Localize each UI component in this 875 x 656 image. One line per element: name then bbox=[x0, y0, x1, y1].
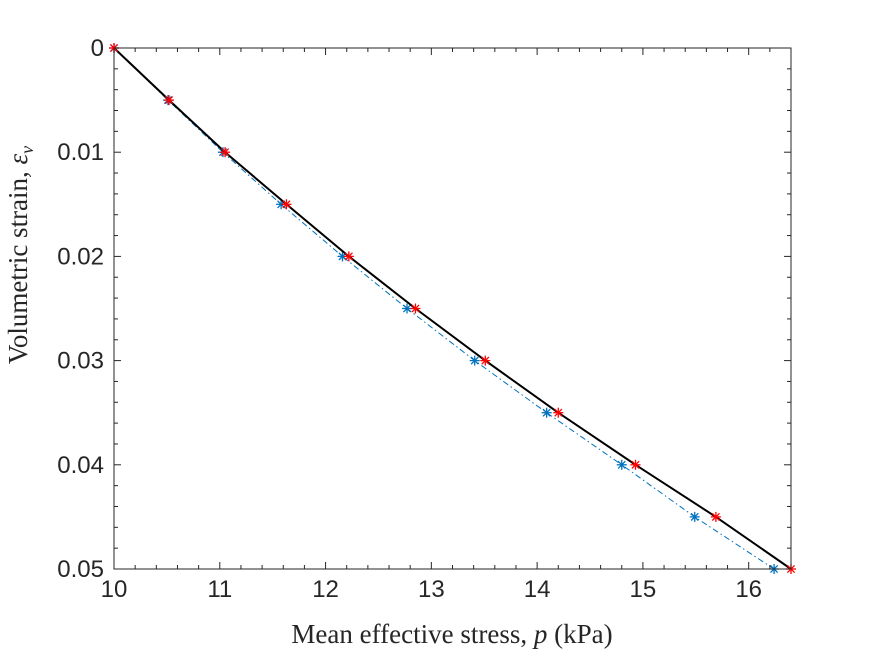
data-point-stroke bbox=[411, 304, 420, 313]
data-point-stroke bbox=[554, 408, 563, 417]
x-tick-label: 15 bbox=[630, 576, 657, 603]
data-point bbox=[541, 407, 552, 418]
data-point-stroke bbox=[631, 460, 640, 469]
data-point bbox=[689, 511, 700, 522]
y-tick-label: 0.04 bbox=[57, 452, 104, 479]
data-point-stroke bbox=[221, 148, 230, 157]
data-point-stroke bbox=[481, 356, 490, 365]
data-point bbox=[710, 511, 721, 522]
y-axis-title: Volumetric strain, εv bbox=[3, 146, 37, 364]
data-point bbox=[164, 95, 175, 106]
y-tick-label: 0.01 bbox=[57, 139, 104, 166]
data-point bbox=[343, 251, 354, 262]
y-tick-label: 0.02 bbox=[57, 243, 104, 270]
data-point bbox=[553, 407, 564, 418]
y-tick-label: 0 bbox=[91, 35, 104, 62]
data-point-stroke bbox=[344, 252, 353, 261]
x-tick-label: 12 bbox=[312, 576, 339, 603]
data-point-stroke bbox=[690, 512, 699, 521]
x-tick-label: 16 bbox=[735, 576, 762, 603]
y-tick-label: 0.05 bbox=[57, 556, 104, 583]
data-point-stroke bbox=[542, 408, 551, 417]
series-layer bbox=[109, 43, 796, 574]
data-point bbox=[402, 303, 413, 314]
data-point bbox=[281, 199, 292, 210]
data-point-stroke bbox=[402, 304, 412, 313]
plot-background bbox=[114, 48, 791, 569]
x-tick-label: 10 bbox=[101, 576, 128, 603]
ticks-layer: 10 11 12 13 14 15 16 0 0.01 0.02 0.03 0.04 0.05 bbox=[57, 35, 792, 603]
y-tick-label: 0.03 bbox=[57, 348, 104, 375]
data-point bbox=[480, 355, 491, 366]
data-point bbox=[410, 303, 421, 314]
data-point bbox=[220, 147, 231, 158]
x-tick-label: 14 bbox=[524, 576, 551, 603]
data-point bbox=[616, 459, 627, 470]
series-2 bbox=[109, 43, 796, 574]
x-tick-label: 11 bbox=[207, 576, 232, 603]
data-point-stroke bbox=[282, 200, 291, 209]
data-point-stroke bbox=[164, 96, 174, 105]
data-point bbox=[469, 355, 480, 366]
data-point bbox=[630, 459, 641, 470]
data-point-stroke bbox=[617, 460, 626, 469]
data-point-stroke bbox=[470, 356, 479, 365]
x-tick-label: 13 bbox=[418, 576, 445, 603]
x-axis-title: Mean effective stress, p (kPa) bbox=[291, 619, 612, 649]
data-point-stroke bbox=[711, 512, 720, 521]
